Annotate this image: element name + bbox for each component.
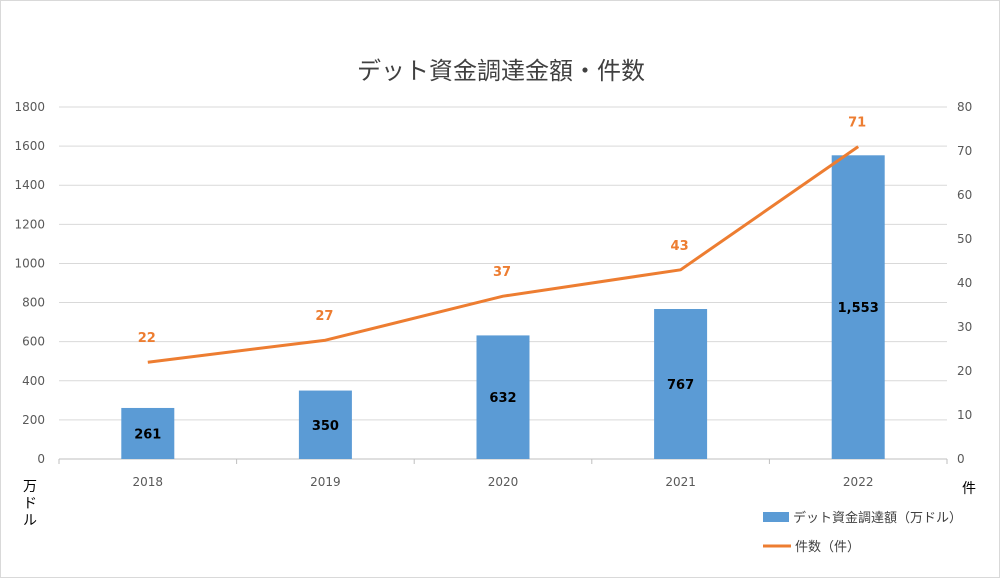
left-tick-label: 800	[22, 296, 45, 310]
left-tick-label: 1600	[14, 139, 45, 153]
right-tick-label: 10	[957, 408, 972, 422]
right-tick-label: 0	[957, 452, 965, 466]
x-tick-label: 2022	[843, 475, 874, 489]
bar	[298, 390, 352, 459]
series-line	[147, 145, 860, 364]
bar	[121, 407, 175, 459]
line-value-label: 27	[315, 309, 333, 324]
right-tick-label: 50	[957, 232, 972, 246]
x-tick-label: 2018	[133, 475, 164, 489]
bar	[831, 155, 885, 459]
right-axis-unit: 件	[962, 481, 976, 497]
left-tick-label: 1400	[14, 178, 45, 192]
line-series: 22 27 37 43 71	[138, 116, 866, 364]
line-value-label: 22	[138, 331, 156, 346]
legend: デット資金調達額（万ドル） 件数（件）	[763, 510, 962, 555]
x-tick-label: 2020	[488, 475, 519, 489]
left-tick-label: 600	[22, 335, 45, 349]
x-tick-label: 2021	[665, 475, 696, 489]
gridlines	[59, 106, 947, 460]
right-tick-label: 20	[957, 364, 972, 378]
left-axis-unit-char: ド	[23, 496, 37, 512]
right-tick-label: 80	[957, 100, 972, 114]
bar-value-label: 350	[312, 419, 339, 434]
left-tick-label: 1000	[14, 256, 45, 270]
line-value-label: 43	[671, 239, 689, 254]
bar	[476, 335, 530, 459]
bar-value-label: 632	[489, 391, 516, 406]
left-axis-unit: 万 ドル	[23, 479, 41, 529]
bar-value-label: 261	[134, 427, 161, 442]
bar-value-label: 767	[667, 378, 694, 393]
left-tick-label: 1800	[14, 100, 45, 114]
line-value-label: 37	[493, 265, 511, 280]
right-axis: 0 10 20 30 40 50 60 70 80	[957, 100, 972, 466]
line-value-label: 71	[848, 116, 866, 131]
bar-series: 261 350 632 767 1,553	[121, 155, 885, 459]
x-tick-label: 2019	[310, 475, 341, 489]
right-tick-label: 40	[957, 276, 972, 290]
x-axis: 2018 2019 2020 2021 2022	[58, 459, 948, 489]
left-axis-unit-char: ル	[23, 513, 37, 529]
left-axis: 0 200 400 600 800 1000 1200 1400 1600 1800	[14, 100, 45, 466]
right-tick-label: 30	[957, 320, 972, 334]
chart-title: デット資金調達金額・件数	[357, 57, 645, 85]
left-tick-label: 1200	[14, 217, 45, 231]
right-tick-label: 60	[957, 188, 972, 202]
left-tick-label: 200	[22, 413, 45, 427]
legend-bar-swatch	[763, 512, 789, 522]
left-tick-label: 400	[22, 374, 45, 388]
legend-bar-label: デット資金調達額（万ドル）	[793, 510, 962, 526]
right-tick-label: 70	[957, 144, 972, 158]
left-tick-label: 0	[37, 452, 45, 466]
legend-line-label: 件数（件）	[795, 540, 860, 555]
bar	[654, 309, 708, 459]
bar-value-label: 1,553	[838, 301, 879, 316]
